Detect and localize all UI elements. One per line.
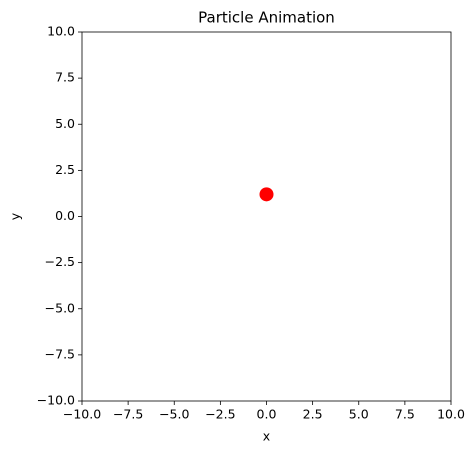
x-tick-label: −2.5	[205, 407, 235, 422]
x-tick-label: 7.5	[395, 407, 415, 422]
x-tick-label: 0.0	[257, 407, 277, 422]
x-tick-label: −5.0	[159, 407, 189, 422]
chart-title: Particle Animation	[198, 9, 335, 27]
plot-frame	[81, 31, 452, 402]
y-tick-label: −7.5	[45, 346, 75, 361]
x-tick-label: −7.5	[113, 407, 143, 422]
y-tick-label: −10.0	[37, 393, 75, 408]
y-tick-label: 10.0	[47, 24, 75, 39]
y-axis-label: y	[8, 212, 23, 220]
x-tick-label: 5.0	[349, 407, 369, 422]
y-tick-label: 7.5	[55, 70, 75, 85]
y-tick-label: 0.0	[55, 208, 75, 223]
x-tick-label: 2.5	[303, 407, 323, 422]
y-tick-label: −2.5	[45, 254, 75, 269]
x-axis-label: x	[263, 429, 270, 444]
x-tick-label: 10.0	[437, 407, 465, 422]
y-tick-label: 2.5	[55, 162, 75, 177]
particle	[259, 187, 274, 202]
y-tick-label: 5.0	[55, 116, 75, 131]
y-tick-label: −5.0	[45, 300, 75, 315]
x-tick-label: −10.0	[63, 407, 101, 422]
